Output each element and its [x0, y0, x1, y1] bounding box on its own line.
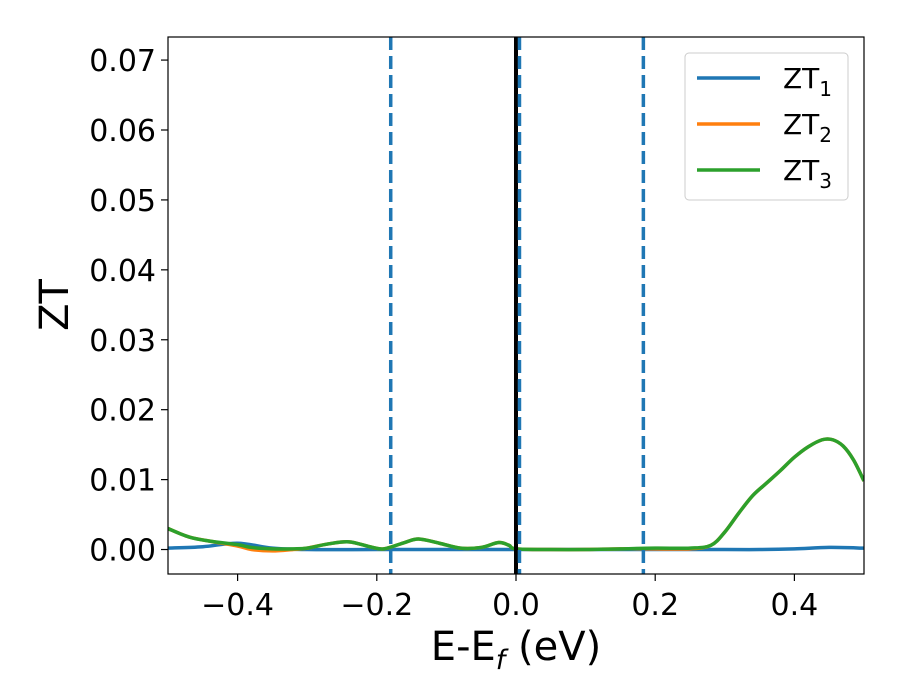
- y-tick-label: 0.06: [89, 114, 156, 149]
- y-tick-label: 0.01: [89, 464, 156, 499]
- y-tick-label: 0.04: [89, 254, 156, 289]
- x-tick-label: 0.2: [631, 588, 679, 623]
- plot-area: [168, 37, 864, 574]
- legend-box: [684, 52, 849, 201]
- y-tick-label: 0.03: [89, 324, 156, 359]
- y-tick-label: 0.02: [89, 394, 156, 429]
- legend: ZT1 ZT2 ZT3: [684, 52, 849, 201]
- x-tick-label: 0.4: [771, 588, 819, 623]
- y-axis: 0.00 0.01 0.02 0.03 0.04 0.05 0.06 0.07: [89, 44, 168, 569]
- x-axis: −0.4 −0.2 0.0 0.2 0.4: [201, 574, 818, 623]
- x-axis-title: E-Ef (eV): [431, 624, 601, 676]
- x-tick-label: 0.0: [492, 588, 540, 623]
- series-line-zt3: [168, 437, 864, 552]
- y-axis-title: ZT: [32, 279, 78, 331]
- x-tick-label: −0.4: [201, 588, 274, 623]
- y-tick-label: 0.05: [89, 184, 156, 219]
- legend-label-zt2: ZT2: [783, 108, 832, 147]
- x-tick-label: −0.2: [340, 588, 413, 623]
- legend-label-zt1: ZT1: [783, 62, 832, 101]
- y-tick-label: 0.00: [89, 534, 156, 569]
- legend-label-zt3: ZT3: [783, 154, 832, 193]
- y-tick-label: 0.07: [89, 44, 156, 79]
